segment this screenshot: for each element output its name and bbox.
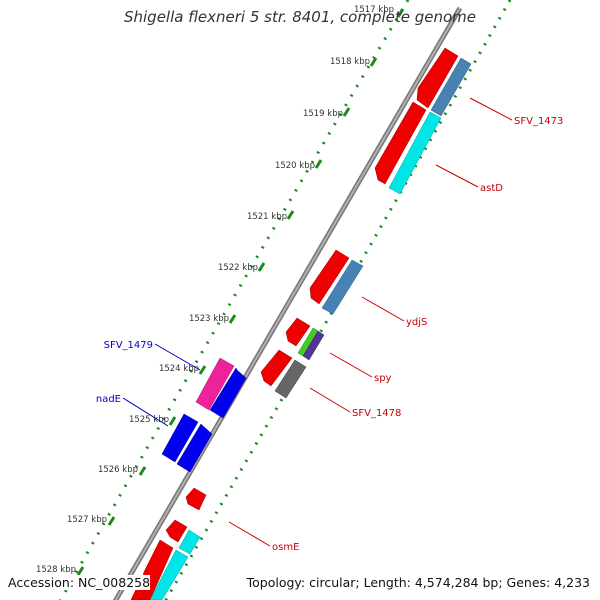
feature-block[interactable] <box>321 259 364 315</box>
feature-block[interactable] <box>161 413 199 463</box>
gene-label[interactable]: astD <box>480 183 503 194</box>
gene-label[interactable]: nadE <box>96 394 121 405</box>
scale-label: 1518 kbp <box>330 57 370 67</box>
scale-label: 1521 kbp <box>247 212 287 222</box>
scale-label: 1522 kbp <box>218 263 258 273</box>
gene-label[interactable]: ydjS <box>406 317 427 328</box>
gene-labels: SFV_1473 astD ydjS spy SFV_1478 SFV_1479… <box>96 116 564 553</box>
outer-tick-track <box>164 0 512 600</box>
scale-labels: 1517 kbp 1518 kbp 1519 kbp 1520 kbp 1521… <box>36 5 394 575</box>
topology-label: Topology: circular; Length: 4,574,284 bp… <box>246 575 590 590</box>
accession-label: Accession: NC_008258 <box>8 575 151 590</box>
scale-label: 1528 kbp <box>36 565 76 575</box>
gene-label[interactable]: SFV_1479 <box>104 340 153 351</box>
feature-block[interactable] <box>165 519 188 543</box>
feature-block[interactable] <box>302 330 325 361</box>
forward-strand-features <box>161 357 247 473</box>
feature-block[interactable] <box>374 101 427 185</box>
feature-block[interactable] <box>285 317 311 347</box>
scale-label: 1519 kbp <box>303 109 343 119</box>
map-title: Shigella flexneri 5 str. 8401, complete … <box>123 8 477 26</box>
feature-block[interactable] <box>430 57 472 117</box>
feature-block[interactable] <box>209 367 247 419</box>
feature-block[interactable] <box>178 529 201 555</box>
scale-label: 1525 kbp <box>129 415 169 425</box>
inner-tick-track <box>58 0 410 600</box>
feature-block[interactable] <box>149 549 189 600</box>
feature-block[interactable] <box>185 487 207 511</box>
feature-block[interactable] <box>260 349 293 387</box>
gene-label[interactable]: spy <box>374 373 392 384</box>
feature-block[interactable] <box>416 47 459 109</box>
scale-ticks <box>76 8 405 576</box>
feature-block[interactable] <box>176 423 213 473</box>
gene-label[interactable]: SFV_1473 <box>514 116 563 127</box>
scale-label: 1526 kbp <box>98 465 138 475</box>
feature-block[interactable] <box>309 249 350 305</box>
scale-label: 1520 kbp <box>275 161 315 171</box>
scale-label: 1517 kbp <box>354 5 394 15</box>
label-leaders <box>122 97 513 547</box>
feature-block[interactable] <box>274 359 307 399</box>
feature-block[interactable] <box>195 357 235 411</box>
scale-label: 1523 kbp <box>189 314 229 324</box>
scale-label: 1524 kbp <box>159 364 199 374</box>
gene-label[interactable]: SFV_1478 <box>352 408 401 419</box>
gene-label[interactable]: osmE <box>272 542 299 553</box>
feature-block[interactable] <box>388 111 442 195</box>
scale-label: 1527 kbp <box>67 515 107 525</box>
